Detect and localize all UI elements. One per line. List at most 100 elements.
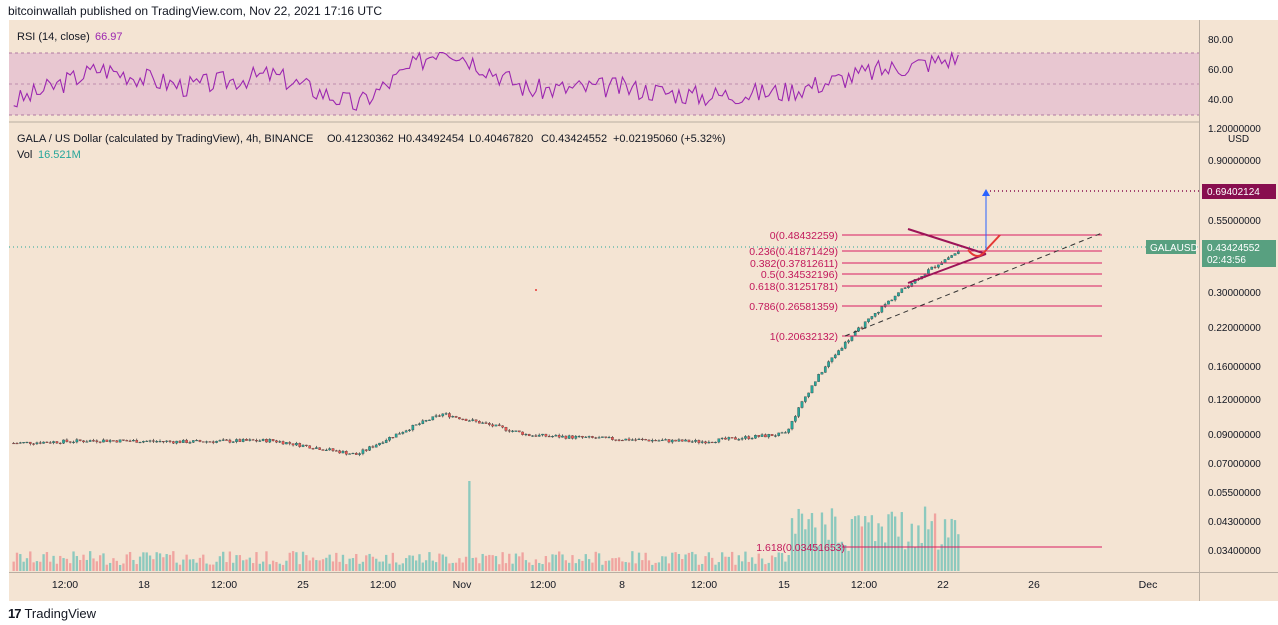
candle-body bbox=[777, 432, 781, 436]
volume-bar bbox=[767, 562, 770, 571]
candle-body bbox=[351, 452, 355, 455]
publish-info: bitcoinwallah published on TradingView.c… bbox=[8, 4, 383, 18]
volume-bar bbox=[222, 551, 225, 571]
volume-bar bbox=[185, 554, 188, 571]
candle-body bbox=[38, 442, 42, 444]
price-tick: 0.22000000 bbox=[1208, 323, 1261, 334]
volume-bar bbox=[128, 551, 132, 571]
candle-body bbox=[577, 435, 581, 438]
pattern-drawings[interactable] bbox=[844, 189, 1199, 337]
time-axis[interactable] bbox=[9, 572, 1199, 601]
volume-bar bbox=[737, 555, 740, 571]
fibonacci-retracement[interactable]: 0(0.48432259) 0.236(0.41871429) 0.382(0.… bbox=[749, 230, 1102, 554]
volume-bar bbox=[335, 552, 338, 571]
candle-body bbox=[92, 440, 95, 442]
candle-body bbox=[112, 440, 115, 442]
time-label: Dec bbox=[1139, 579, 1158, 591]
tradingview-logo-icon: 17 bbox=[8, 606, 22, 621]
volume-bar bbox=[850, 519, 854, 571]
volume-bar bbox=[661, 556, 664, 571]
volume-bar bbox=[385, 554, 388, 571]
candle-body bbox=[448, 413, 451, 418]
volume-bar bbox=[331, 561, 335, 571]
volume-bar bbox=[714, 564, 717, 571]
candle-body bbox=[953, 253, 957, 256]
vol-value: 16.521M bbox=[38, 149, 81, 161]
candle-body bbox=[880, 306, 884, 313]
volume-bar bbox=[847, 550, 850, 571]
volume-bar bbox=[195, 562, 198, 571]
candle-body bbox=[172, 441, 175, 444]
volume-bar bbox=[341, 554, 345, 571]
triangle-upper-line[interactable] bbox=[907, 228, 987, 255]
candle-body bbox=[517, 430, 521, 433]
triangle-lower-line[interactable] bbox=[907, 253, 987, 284]
volume-bar bbox=[148, 555, 152, 571]
volume-bar bbox=[870, 515, 874, 571]
candle-body bbox=[454, 416, 458, 418]
volume-bar bbox=[98, 555, 102, 571]
volume-bar bbox=[421, 562, 424, 571]
volume-bar bbox=[391, 552, 395, 571]
volume-bar bbox=[887, 514, 890, 571]
volume-bar bbox=[448, 563, 451, 571]
price-axis[interactable] bbox=[1199, 20, 1278, 572]
candle-body bbox=[404, 430, 408, 433]
volume-bar bbox=[651, 564, 654, 571]
volume-bar bbox=[760, 558, 764, 571]
volume-bar bbox=[411, 555, 414, 571]
candle-body bbox=[744, 436, 747, 439]
candle-body bbox=[105, 439, 109, 442]
volume-bar bbox=[494, 556, 498, 571]
candle-body bbox=[275, 440, 278, 443]
price-tick: 0.16000000 bbox=[1208, 362, 1261, 373]
volume-bar bbox=[22, 561, 25, 571]
candle-body bbox=[165, 440, 168, 442]
candle-body bbox=[893, 295, 897, 301]
candle-body bbox=[195, 440, 198, 442]
candle-body bbox=[807, 392, 810, 397]
volume-bar bbox=[351, 558, 355, 571]
volume-bar bbox=[308, 560, 311, 571]
candle-body bbox=[338, 450, 341, 454]
volume-bar bbox=[657, 562, 661, 571]
candle-body bbox=[930, 266, 934, 270]
volume-bar bbox=[667, 563, 671, 571]
volume-bar bbox=[820, 512, 824, 571]
volume-bar bbox=[25, 558, 29, 571]
volume-bar bbox=[860, 526, 864, 571]
candle-body bbox=[135, 440, 139, 443]
volume-bar bbox=[834, 516, 837, 571]
candle-body bbox=[414, 424, 418, 426]
volume-bar bbox=[418, 554, 421, 571]
volume-bar bbox=[707, 552, 711, 571]
volume-bar bbox=[597, 553, 601, 571]
candle-body bbox=[624, 438, 628, 441]
candle-body bbox=[368, 446, 371, 451]
dashed-trendline[interactable] bbox=[844, 232, 1103, 337]
volume-bar bbox=[481, 553, 484, 571]
time-label: 18 bbox=[138, 579, 150, 591]
volume-bar bbox=[551, 554, 554, 571]
candle-body bbox=[910, 283, 914, 287]
volume-bar bbox=[664, 556, 667, 571]
volume-bar bbox=[558, 551, 561, 571]
candle-body bbox=[697, 440, 701, 443]
candle-body bbox=[541, 433, 544, 436]
volume-bar bbox=[135, 564, 138, 571]
volume-bar bbox=[900, 512, 903, 571]
volume-bar bbox=[528, 562, 531, 571]
candle-body bbox=[431, 416, 435, 421]
volume-bar bbox=[95, 561, 98, 571]
volume-bar bbox=[358, 563, 361, 571]
symbol-line: GALA / US Dollar (calculated by TradingV… bbox=[17, 133, 313, 145]
candle-body bbox=[514, 430, 518, 432]
time-label: 12:00 bbox=[851, 579, 877, 591]
candle-body bbox=[251, 439, 255, 441]
volume-bar bbox=[52, 555, 55, 571]
volume-bar bbox=[694, 554, 697, 571]
volume-bar bbox=[607, 560, 611, 571]
candle-body bbox=[651, 440, 654, 442]
vol-label: Vol bbox=[17, 149, 32, 161]
